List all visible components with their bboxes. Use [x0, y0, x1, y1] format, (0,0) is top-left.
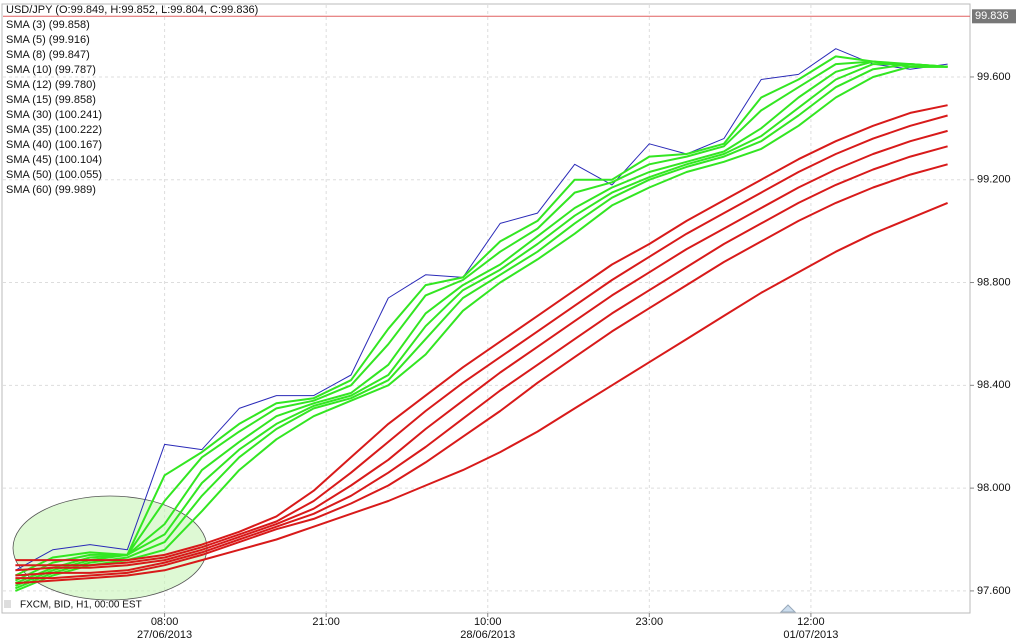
- highlight-ellipse: [12, 495, 208, 601]
- x-tick-label: 10:00: [474, 616, 502, 628]
- legend-entry: USD/JPY (O:99.849, H:99.852, L:99.804, C…: [6, 4, 258, 16]
- series-lines: [14, 48, 948, 592]
- series-line: [15, 145, 948, 577]
- x-tick-label: 23:00: [636, 616, 664, 628]
- legend-entry: SMA (15) (99.858): [6, 94, 96, 106]
- series-line: [15, 163, 948, 580]
- series-line: [15, 63, 948, 590]
- y-tick-label: 98.800: [977, 276, 1011, 288]
- legend-entry: SMA (12) (99.780): [6, 79, 96, 91]
- legend-entry: SMA (30) (100.241): [6, 109, 102, 121]
- series-line: [15, 201, 948, 585]
- series-line: [15, 114, 948, 567]
- x-tick-label: 21:00: [312, 616, 340, 628]
- x-tick-label: 08:00: [151, 616, 179, 628]
- legend-entry: SMA (5) (99.916): [6, 34, 90, 46]
- series-line: [15, 48, 948, 571]
- source-icon: [4, 600, 11, 608]
- series-line: [14, 55, 948, 577]
- event-marker: [779, 604, 797, 613]
- y-tick-label: 99.600: [977, 71, 1011, 83]
- legend-entry: SMA (40) (100.167): [6, 139, 102, 151]
- plot-frame: [1, 3, 971, 614]
- legend: USD/JPY (O:99.849, H:99.852, L:99.804, C…: [6, 4, 258, 196]
- legend-entry: SMA (45) (100.104): [6, 154, 102, 166]
- legend-entry: SMA (10) (99.787): [6, 64, 96, 76]
- series-line: [15, 60, 948, 585]
- current-price-box: [972, 9, 1016, 24]
- series-line: [14, 60, 948, 582]
- legend-entry: SMA (8) (99.847): [6, 49, 90, 61]
- series-line: [15, 65, 948, 592]
- y-tick-label: 98.400: [977, 379, 1011, 391]
- legend-entry: SMA (50) (100.055): [6, 169, 102, 181]
- x-date-label: 27/06/2013: [137, 629, 192, 641]
- series-line: [15, 104, 948, 562]
- axis: 97.600 98.000 98.400 98.800 99.200 99.600 08:0…: [3, 9, 1016, 641]
- y-tick-label: 98.000: [977, 482, 1011, 494]
- footer: FXCM, BID, H1, 00:00 EST: [20, 600, 142, 611]
- y-tick-label: 97.600: [977, 585, 1011, 597]
- legend-entry: SMA (3) (99.858): [6, 19, 90, 31]
- x-date-label: 01/07/2013: [783, 629, 838, 641]
- current-price-label: 99.836: [975, 10, 1009, 22]
- legend-entry: SMA (60) (99.989): [6, 184, 96, 196]
- series-line: [15, 63, 948, 587]
- x-date-label: 28/06/2013: [460, 629, 515, 641]
- y-tick-label: 99.200: [977, 174, 1011, 186]
- legend-entry: SMA (35) (100.222): [6, 124, 102, 136]
- x-tick-label: 12:00: [797, 616, 825, 628]
- series-line: [15, 129, 948, 572]
